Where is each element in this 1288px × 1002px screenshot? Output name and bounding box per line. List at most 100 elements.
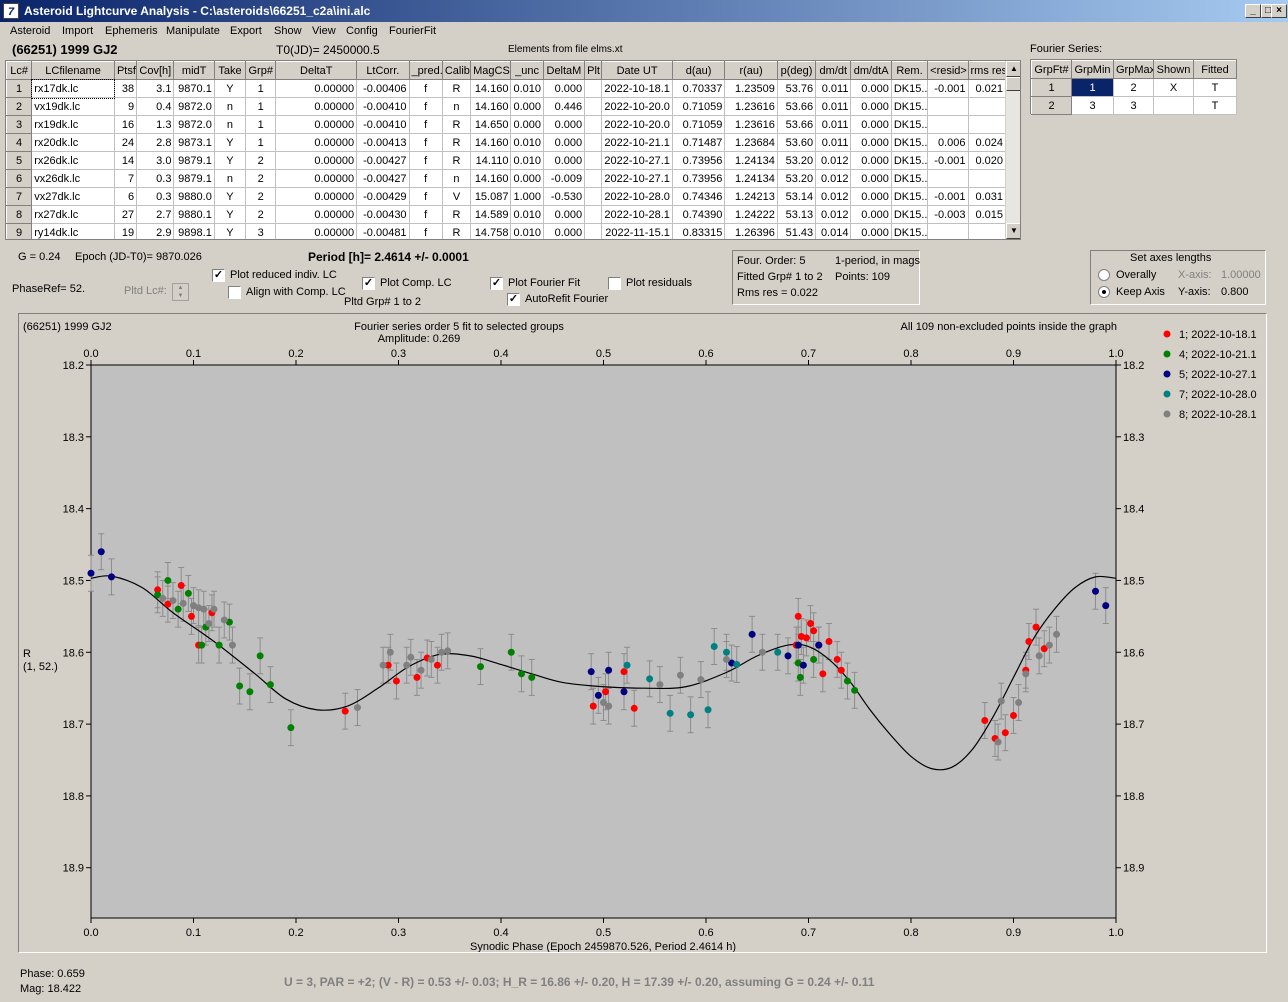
table-cell[interactable] [967, 169, 1006, 188]
table-cell[interactable]: 14.758 [470, 223, 512, 239]
table-cell[interactable]: 9870.1 [173, 79, 215, 98]
table-cell[interactable]: -0.00427 [356, 169, 410, 188]
table-cell[interactable]: 0.000 [850, 97, 892, 116]
table-cell[interactable]: 1.3 [136, 115, 175, 134]
table-cell[interactable]: f [408, 223, 443, 239]
data-point[interactable] [1015, 699, 1023, 707]
table-cell[interactable]: 0.83315 [671, 223, 726, 239]
lc-table-row[interactable]: 6 vx26dk.lc 7 0.3 9879.1 n 2 0.00000 -0.00427 f n 1… [6, 169, 1006, 188]
table-cell[interactable]: 0.021 [967, 79, 1006, 98]
table-cell[interactable] [967, 97, 1006, 116]
data-point[interactable] [256, 652, 264, 660]
table-cell[interactable] [927, 97, 969, 116]
table-cell[interactable]: -0.00427 [356, 151, 410, 170]
table-cell[interactable]: 0.71487 [671, 133, 726, 152]
data-point[interactable] [179, 599, 187, 607]
table-cell[interactable]: 0.74346 [671, 187, 726, 206]
data-point[interactable] [676, 671, 684, 679]
data-point[interactable] [1022, 670, 1030, 678]
data-point[interactable] [802, 634, 810, 642]
lc-column-header[interactable]: Cov[h] [136, 61, 175, 80]
table-cell[interactable]: 1.24222 [724, 205, 778, 224]
data-point[interactable] [710, 643, 718, 651]
table-cell[interactable] [927, 169, 969, 188]
table-cell[interactable]: 14.160 [470, 79, 512, 98]
data-point[interactable] [810, 627, 818, 635]
data-point[interactable] [392, 677, 400, 685]
table-cell[interactable]: 53.66 [776, 97, 817, 116]
table-cell[interactable] [584, 151, 603, 170]
table-cell[interactable]: 0.011 [815, 79, 852, 98]
table-cell[interactable]: 1.24134 [724, 151, 778, 170]
table-cell[interactable]: 0.71059 [671, 115, 726, 134]
data-point[interactable] [748, 630, 756, 638]
data-point[interactable] [236, 682, 244, 690]
keep-axis-radio[interactable] [1098, 286, 1110, 298]
data-point[interactable] [528, 673, 536, 681]
table-cell[interactable]: 14.589 [470, 205, 512, 224]
table-cell[interactable]: 0.00000 [275, 133, 358, 152]
plot-area[interactable] [90, 364, 1117, 919]
table-cell[interactable] [927, 223, 969, 239]
data-point[interactable] [384, 661, 392, 669]
fourier-column-header[interactable]: Shown [1153, 60, 1194, 79]
table-cell[interactable]: 3.0 [136, 151, 175, 170]
data-point[interactable] [108, 573, 115, 581]
table-cell[interactable]: 0.71059 [671, 97, 726, 116]
data-point[interactable] [518, 670, 525, 678]
data-point[interactable] [1102, 602, 1110, 610]
fourier-column-header[interactable]: GrpMin [1071, 60, 1114, 79]
table-cell[interactable]: R [441, 223, 472, 239]
autorefit-checkbox[interactable]: ✓ [507, 293, 520, 306]
data-point[interactable] [154, 591, 162, 599]
table-cell[interactable]: -0.009 [542, 169, 586, 188]
table-cell[interactable]: 1.26396 [724, 223, 778, 239]
lightcurve-chart[interactable]: (66251) 1999 GJ2 Fourier series order 5 … [19, 314, 1266, 952]
table-cell[interactable]: 0.000 [850, 169, 892, 188]
table-cell[interactable]: 0.70337 [671, 79, 726, 98]
table-cell[interactable]: 0.00000 [275, 187, 358, 206]
table-cell[interactable]: 0.000 [510, 115, 544, 134]
table-cell[interactable]: 0.000 [510, 97, 544, 116]
lc-table-row[interactable]: 2 vx19dk.lc 9 0.4 9872.0 n 1 0.00000 -0.00410 f n 1… [6, 97, 1006, 116]
data-point[interactable] [774, 648, 782, 656]
table-cell[interactable]: 9898.1 [173, 223, 215, 239]
table-cell[interactable]: 53.60 [776, 133, 817, 152]
table-cell[interactable]: n [213, 169, 247, 188]
data-point[interactable] [1032, 623, 1040, 631]
table-cell[interactable]: 1.23684 [724, 133, 778, 152]
data-point[interactable] [819, 670, 827, 678]
table-cell[interactable]: 38 [113, 79, 138, 98]
table-cell[interactable]: vx19dk.lc [31, 97, 115, 116]
data-point[interactable] [403, 661, 411, 669]
table-cell[interactable]: R [441, 115, 472, 134]
menu-export[interactable]: Export [230, 25, 262, 37]
lc-column-header[interactable]: <resid> [927, 61, 969, 80]
data-point[interactable] [184, 589, 192, 597]
x-axis-value[interactable]: 1.00000 [1221, 269, 1261, 281]
plot-fourier-checkbox[interactable]: ✓ [490, 277, 503, 290]
lc-column-header[interactable]: midT [173, 61, 215, 80]
table-cell[interactable]: 2022-10-28.1 [601, 205, 673, 224]
table-cell[interactable]: Y [213, 151, 247, 170]
table-cell[interactable]: 3 [1113, 96, 1154, 115]
table-cell[interactable]: 6 [113, 187, 138, 206]
table-cell[interactable]: 3.1 [136, 79, 175, 98]
table-cell[interactable]: 0.010 [510, 79, 544, 98]
data-point[interactable] [97, 548, 105, 556]
row-header[interactable]: 2 [1031, 96, 1072, 115]
table-cell[interactable]: rx17dk.lc [30, 78, 116, 99]
table-cell[interactable]: 0.006 [927, 133, 969, 152]
data-point[interactable] [1001, 729, 1009, 737]
table-cell[interactable]: 2022-10-20.0 [601, 97, 673, 116]
lc-table-row[interactable]: 9 ry14dk.lc 19 2.9 9898.1 Y 3 0.00000 -0.00481 f R… [6, 223, 1006, 239]
lc-table-scrollbar[interactable]: ▲ ▼ [1005, 61, 1020, 239]
table-cell[interactable]: n [441, 169, 472, 188]
table-cell[interactable]: 0.000 [850, 133, 892, 152]
table-cell[interactable]: 1.24134 [724, 169, 778, 188]
lc-column-header[interactable]: d(au) [671, 61, 726, 80]
table-cell[interactable]: 1 [245, 133, 277, 152]
table-cell[interactable]: 0.000 [850, 151, 892, 170]
fourier-column-header[interactable]: GrpMax [1113, 60, 1154, 79]
